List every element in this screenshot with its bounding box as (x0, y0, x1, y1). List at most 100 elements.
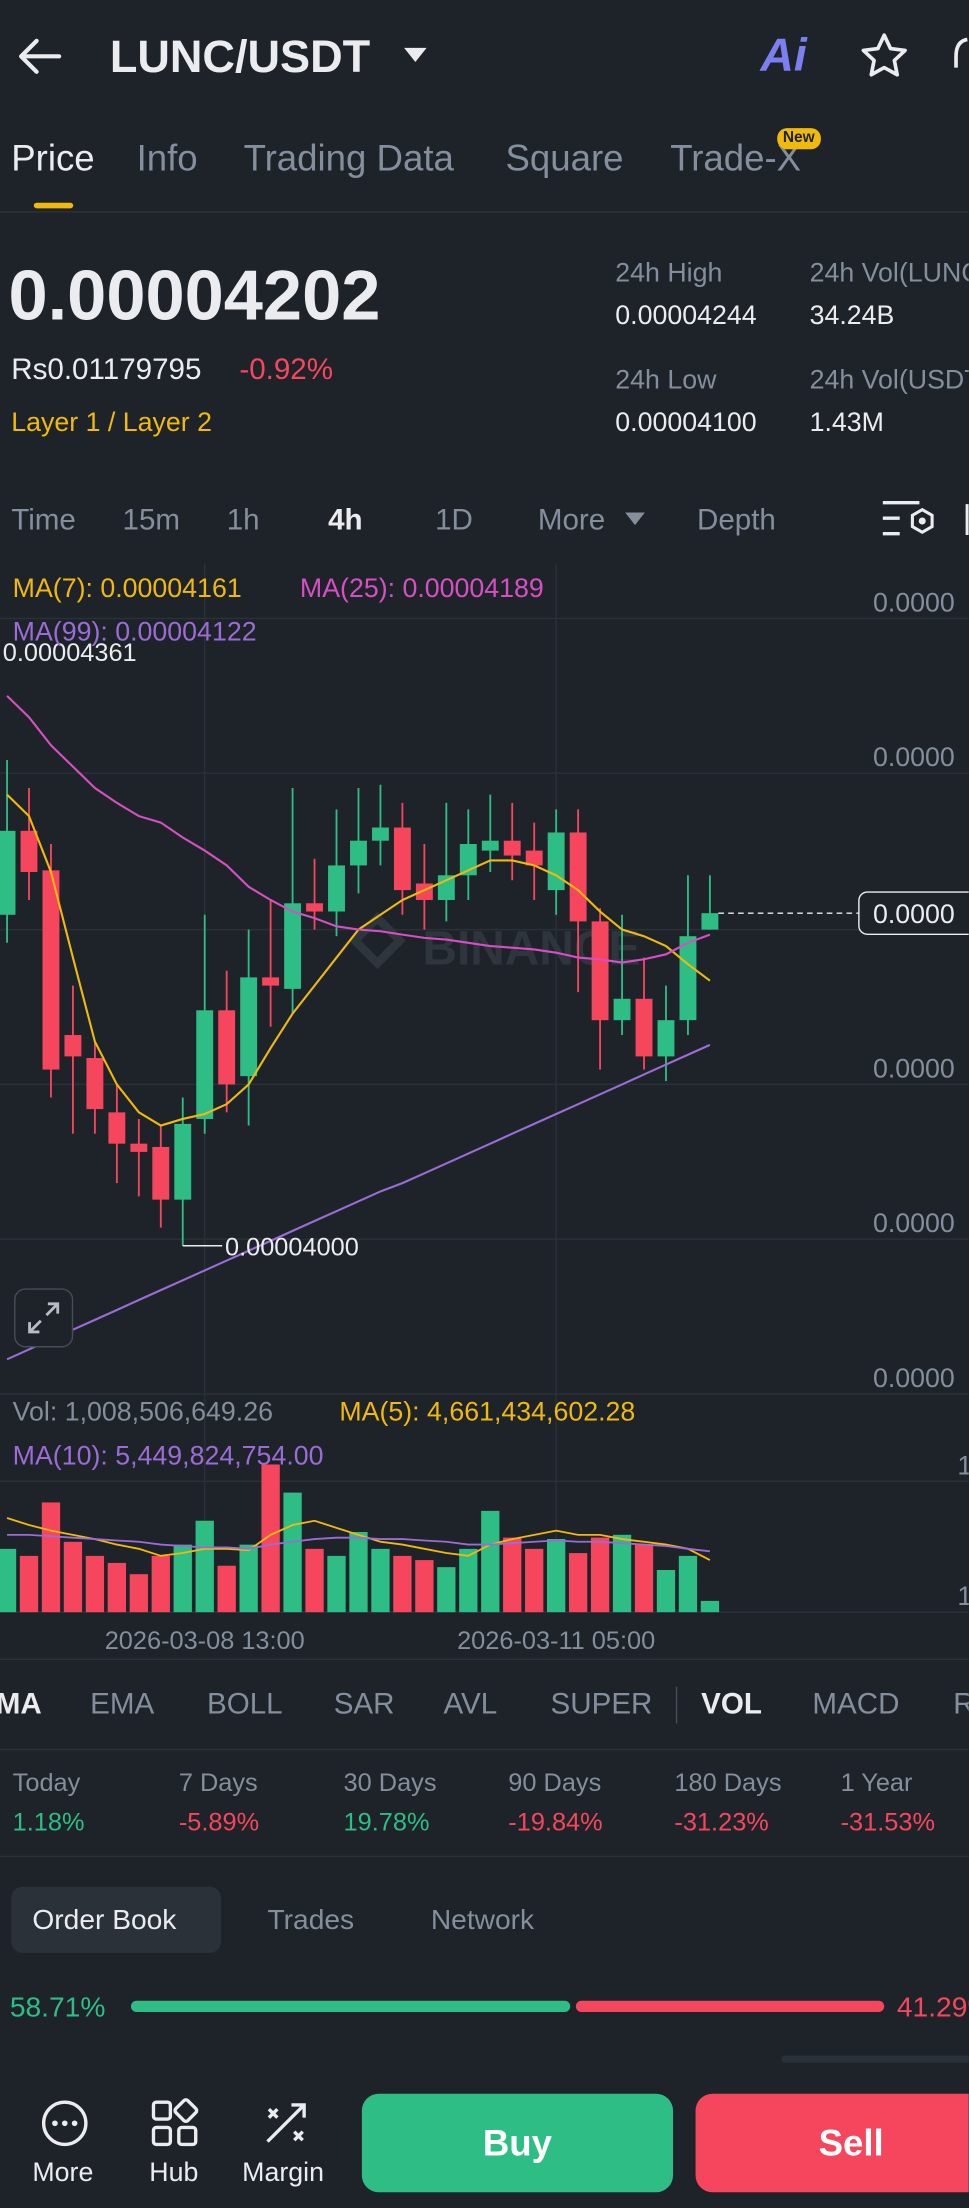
vol-ma-legend: MA(5): 4,661,434,602.28 (339, 1398, 636, 1428)
sector-tag[interactable]: Layer 1 / Layer 2 (11, 408, 213, 438)
x-tick-label: 2026-03-08 13:00 (105, 1627, 305, 1655)
more-caret (625, 512, 645, 526)
chart-settings[interactable] (880, 498, 969, 540)
alert-button[interactable] (950, 31, 968, 82)
candle-body (0, 830, 16, 915)
interval-more[interactable]: More (537, 504, 606, 537)
volume-bar (459, 1548, 478, 1613)
candle-body (20, 830, 38, 872)
perf-value: -5.89% (178, 1807, 260, 1837)
candle-body (42, 870, 60, 1070)
indicator[interactable]: BOLL (206, 1688, 283, 1721)
hub-icon[interactable] (149, 2098, 200, 2149)
ratio-sell (576, 2000, 885, 2013)
candle-body (701, 913, 719, 930)
favorite-button[interactable] (859, 31, 910, 82)
perf-label: Today (12, 1768, 81, 1797)
tab-indicator (33, 202, 74, 209)
interval[interactable]: 15m (122, 504, 181, 537)
perf-value: -31.53% (840, 1807, 935, 1837)
volume-bar (41, 1502, 61, 1613)
y-tick-label: 0.0000 (873, 587, 955, 617)
book-tab[interactable]: Trades (267, 1905, 355, 1936)
tab[interactable]: Trading Data (243, 136, 454, 179)
volume-bar (656, 1569, 676, 1613)
indicator-active[interactable]: VOL (701, 1688, 762, 1721)
volume-bar (173, 1544, 192, 1613)
candle-body (196, 1010, 214, 1119)
y-tick-label: 0.0000 (873, 1208, 955, 1238)
volume-bar (503, 1537, 522, 1613)
stat-label: 24h Vol(LUNC) (809, 259, 969, 289)
candle-body (569, 832, 587, 922)
candle-body (64, 1034, 82, 1057)
stat-value: 1.43M (809, 408, 884, 438)
price-change: -0.92% (239, 353, 334, 386)
more-icon[interactable] (39, 2098, 90, 2149)
interval-active[interactable]: 4h (328, 504, 363, 537)
ma-line (6, 1043, 711, 1361)
pair-title[interactable]: LUNC/USDT (109, 30, 371, 82)
candle-body (350, 840, 367, 866)
candle-body (328, 865, 345, 912)
volume-bar (85, 1555, 105, 1613)
book-tab[interactable]: Network (430, 1905, 535, 1936)
last-price: 0.00004202 (8, 256, 381, 336)
sell-button[interactable]: Sell (695, 2093, 969, 2193)
indicator[interactable]: SUPER (550, 1688, 653, 1721)
pair-dropdown[interactable] (403, 46, 428, 63)
indicator[interactable]: MACD (812, 1688, 900, 1721)
volume-bar (151, 1555, 170, 1613)
margin-icon[interactable] (260, 2098, 311, 2149)
perf-label: 90 Days (508, 1768, 602, 1797)
stat-value: 0.00004244 (615, 301, 757, 331)
buy-button[interactable]: Buy (361, 2093, 674, 2193)
book-tab-active[interactable]: Order Book (32, 1905, 177, 1936)
divider (0, 1658, 969, 1661)
ai-button[interactable]: Ai (760, 28, 807, 81)
vol-ma-line (6, 1517, 711, 1561)
candle-body (284, 903, 302, 989)
ma-legend: MA(7): 0.00004161 (12, 574, 242, 605)
candle-body (525, 850, 543, 866)
perf-value: -19.84% (508, 1807, 603, 1837)
volume-bar (283, 1492, 302, 1613)
indicator[interactable]: EMA (90, 1688, 155, 1721)
ma-legend: MA(99): 0.00004122 (12, 618, 257, 648)
perf-label: 1 Year (840, 1768, 913, 1797)
perf-label: 7 Days (178, 1768, 258, 1797)
candle-body (218, 1010, 236, 1085)
interval[interactable]: Depth (696, 504, 776, 537)
buy-ratio: 58.71% (9, 1992, 106, 2024)
new-badge: New (777, 128, 821, 150)
y-tick-label: 0.0000 (873, 742, 955, 772)
tab[interactable]: Square (505, 136, 624, 179)
tab-active[interactable]: Price (11, 136, 95, 179)
tab[interactable]: Info (136, 136, 198, 179)
interval[interactable]: Time (11, 504, 76, 537)
candle-body (152, 1146, 170, 1200)
volume-bar (678, 1555, 698, 1613)
scroll-hint (781, 2055, 969, 2063)
indicator[interactable]: AVL (443, 1688, 498, 1721)
candle-body (657, 1020, 675, 1057)
interval[interactable]: 1h (226, 504, 260, 537)
candle-body (437, 875, 455, 900)
indicator[interactable]: RSI (953, 1690, 968, 1720)
volume-bar (568, 1553, 588, 1613)
indicator-active[interactable]: MA (0, 1688, 42, 1721)
ma-legend: MA(25): 0.00004189 (299, 574, 544, 605)
nav-label[interactable]: Margin (242, 2158, 324, 2189)
vol-tick-label: 1 (957, 1581, 968, 1611)
nav-label[interactable]: More (32, 2158, 94, 2189)
volume-bar (327, 1555, 346, 1613)
indicator[interactable]: SAR (333, 1688, 395, 1721)
back-button[interactable] (17, 37, 62, 76)
nav-label[interactable]: Hub (149, 2158, 199, 2189)
interval[interactable]: 1D (435, 504, 473, 537)
perf-value: 1.18% (12, 1807, 85, 1837)
watermark-logo (348, 912, 406, 970)
fullscreen-button[interactable] (14, 1288, 74, 1348)
stat-label: 24h High (615, 259, 723, 289)
